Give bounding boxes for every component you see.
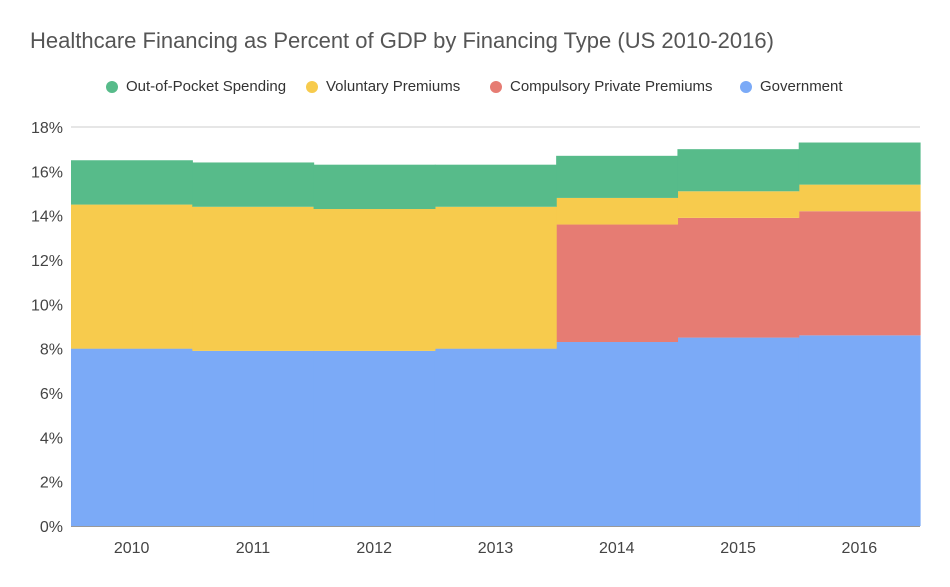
chart-title: Healthcare Financing as Percent of GDP b…: [30, 28, 774, 53]
legend-marker-out-of-pocket: [106, 80, 118, 93]
legend-label-government: Government: [760, 78, 843, 95]
area-segment-voluntary-premiums-2016: [798, 184, 921, 212]
legend-item-voluntary-premiums[interactable]: Voluntary Premiums: [306, 78, 460, 95]
area-segment-out-of-pocket-spending-2016: [798, 142, 921, 185]
y-tick-label: 2%: [40, 475, 63, 492]
area-segment-voluntary-premiums-2012: [313, 209, 436, 351]
x-tick-label: 2011: [236, 540, 271, 557]
area-segment-government-2011: [192, 350, 315, 526]
legend-label-compulsory-private-premiums: Compulsory Private Premiums: [510, 78, 713, 95]
x-tick-label: 2016: [842, 540, 878, 557]
area-segment-out-of-pocket-spending-2010: [71, 160, 193, 205]
area-segment-voluntary-premiums-2015: [677, 191, 800, 218]
legend-item-government[interactable]: Government: [740, 78, 843, 95]
x-tick-label: 2015: [720, 540, 756, 557]
y-tick-label: 0%: [40, 519, 63, 536]
y-tick-label: 8%: [40, 342, 63, 359]
y-tick-label: 14%: [31, 209, 63, 226]
area-segment-government-2010: [71, 348, 193, 526]
legend-marker-government: [740, 80, 752, 93]
legend: Out-of-Pocket Spending Voluntary Premium…: [0, 78, 950, 98]
area-segment-out-of-pocket-spending-2011: [192, 162, 315, 207]
y-tick-label: 6%: [40, 386, 63, 403]
area-segment-government-2015: [677, 337, 800, 526]
y-tick-label: 10%: [31, 297, 63, 314]
series-government: [71, 335, 921, 526]
area-segment-compulsory-private-premiums-2016: [798, 211, 921, 336]
area-segment-voluntary-premiums-2014: [556, 197, 679, 225]
x-tick-label: 2010: [114, 540, 150, 557]
series-voluntary-premiums: [71, 184, 921, 351]
x-tick-label: 2014: [599, 540, 635, 557]
legend-label-voluntary-premiums: Voluntary Premiums: [326, 78, 461, 95]
area-segment-government-2014: [556, 342, 679, 526]
area-segment-government-2012: [313, 350, 436, 526]
area-segment-out-of-pocket-spending-2015: [677, 149, 800, 192]
x-tick-label: 2012: [356, 540, 392, 557]
y-tick-label: 16%: [31, 164, 63, 181]
area-segment-government-2013: [434, 348, 557, 526]
series-compulsory-private-premiums: [556, 211, 921, 343]
area-segment-government-2016: [798, 335, 921, 526]
y-tick-label: 18%: [31, 120, 63, 137]
area-segment-voluntary-premiums-2011: [192, 206, 315, 351]
legend-item-out-of-pocket[interactable]: Out-of-Pocket Spending: [106, 78, 286, 95]
area-segment-out-of-pocket-spending-2013: [434, 164, 557, 207]
legend-marker-voluntary-premiums: [306, 80, 318, 93]
x-tick-label: 2013: [478, 540, 514, 557]
y-tick-label: 12%: [31, 253, 63, 270]
area-segment-compulsory-private-premiums-2015: [677, 217, 800, 338]
legend-item-compulsory-private-premiums[interactable]: Compulsory Private Premiums: [490, 78, 713, 95]
area-segment-out-of-pocket-spending-2014: [556, 155, 679, 198]
area-segment-out-of-pocket-spending-2012: [313, 164, 436, 210]
area-segment-compulsory-private-premiums-2014: [556, 224, 679, 343]
y-tick-label: 4%: [40, 430, 63, 447]
area-segment-voluntary-premiums-2010: [71, 204, 193, 349]
legend-marker-compulsory-private-premiums: [490, 80, 502, 93]
series-out-of-pocket-spending: [71, 142, 921, 210]
legend-label-out-of-pocket: Out-of-Pocket Spending: [126, 78, 287, 95]
area-segment-voluntary-premiums-2013: [434, 206, 557, 349]
